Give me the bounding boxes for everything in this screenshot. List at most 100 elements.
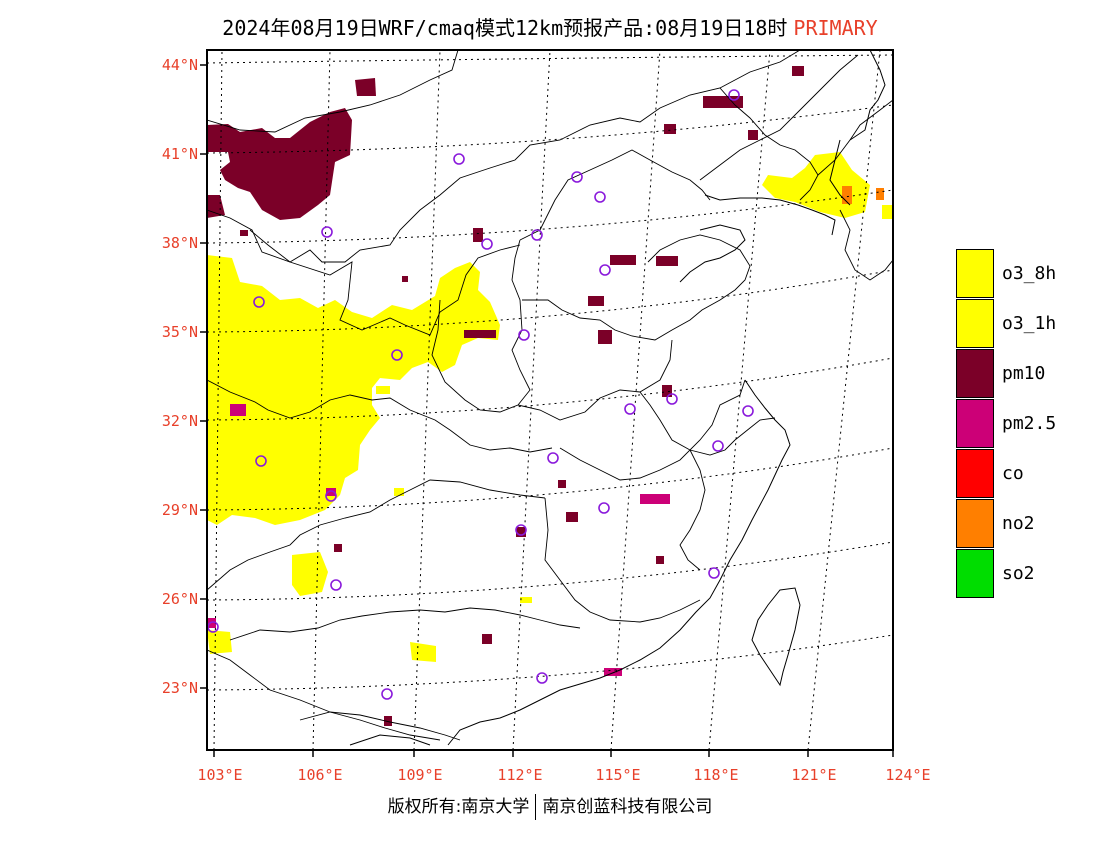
map-title: 2024年08月19日WRF/cmaq模式12km预报产品:08月19日18时 P… <box>0 12 1100 41</box>
legend-item-pm25: pm2.5 <box>956 399 1096 449</box>
parallel-44n <box>207 54 893 64</box>
coastline-liaodong <box>829 139 851 206</box>
pm25-area-guangdong <box>604 668 622 676</box>
lat-label-29n: 29°N <box>161 501 198 519</box>
station-harbin <box>728 89 740 101</box>
station-yinchuan <box>321 226 333 238</box>
station-hefei <box>624 403 636 415</box>
pm10-speck-13 <box>402 276 408 282</box>
legend-label-pm10: pm10 <box>1002 363 1046 384</box>
o3-area-bohai <box>762 152 870 218</box>
border-korea-2 <box>839 209 893 281</box>
border-henan <box>517 339 673 421</box>
legend-label-no2: no2 <box>1002 513 1035 534</box>
station-hohhot <box>453 153 465 165</box>
legend-swatch-pm25 <box>956 399 994 448</box>
station-zhengzhou <box>518 329 530 341</box>
station-changsha <box>515 524 527 536</box>
station-chengdu <box>255 455 267 467</box>
station-guangzhou <box>536 672 548 684</box>
station-lanzhou <box>253 296 265 308</box>
pm10-exceedance-areas <box>207 66 804 726</box>
legend-label-so2: so2 <box>1002 563 1035 584</box>
border-mongolia <box>207 50 459 133</box>
border-northeast <box>719 87 819 201</box>
o3-area-guangxi <box>410 642 436 662</box>
legend-item-so2: so2 <box>956 549 1096 599</box>
lat-label-32n: 32°N <box>161 412 198 430</box>
border-sichuan-chongqing <box>207 379 553 453</box>
border-liaoning <box>699 54 859 181</box>
lon-label-109e: 109°E <box>397 766 443 784</box>
o3-area-korea-coast <box>882 205 892 219</box>
legend-label-pm25: pm2.5 <box>1002 413 1057 434</box>
station-wuhan <box>547 452 559 464</box>
o3-area-sichuan-south <box>292 552 328 596</box>
o3-speck-1 <box>394 488 404 496</box>
station-shijiazhuang <box>531 229 543 241</box>
title-text: 2024年08月19日WRF/cmaq模式12km预报产品:08月19日18时 <box>222 16 788 40</box>
station-hangzhou <box>712 440 724 452</box>
no2-exceedance-areas <box>842 186 884 204</box>
o3-area-west-central <box>207 255 500 525</box>
copyright-footer: 版权所有:南京大学 南京创蓝科技有限公司 <box>0 792 1100 820</box>
legend-item-o3-8h: o3_8h <box>956 249 1096 299</box>
legend-swatch-co <box>956 449 994 498</box>
pm10-speck-12 <box>656 556 664 564</box>
legend-label-co: co <box>1002 463 1024 484</box>
coastline <box>349 50 886 746</box>
coastline-shandong <box>679 224 746 283</box>
pm10-speck-4 <box>240 230 248 236</box>
lat-label-41n: 41°N <box>161 145 198 163</box>
pm10-area-northeast <box>703 96 743 108</box>
border-shanxi-hebei <box>519 149 711 241</box>
city-stations <box>207 89 754 700</box>
parallel-32n <box>207 357 893 421</box>
pm10-speck-7 <box>566 512 578 522</box>
border-zhejiang <box>679 449 706 571</box>
lon-label-124e: 124°E <box>885 766 931 784</box>
pm10-area-shaanxi <box>464 330 496 338</box>
pm10-area-hebei <box>610 255 636 265</box>
coastline-bohai <box>704 194 836 236</box>
meridian-118e <box>708 50 771 750</box>
legend-item-co: co <box>956 449 1096 499</box>
coastline-korea <box>849 50 886 141</box>
graticule <box>207 50 893 750</box>
copyright-separator <box>535 794 537 820</box>
coastline-east <box>447 379 791 746</box>
map-frame <box>206 49 894 751</box>
lon-label-121e: 121°E <box>791 766 837 784</box>
border-china-vietnam <box>299 711 461 741</box>
legend-swatch-no2 <box>956 499 994 548</box>
legend-item-pm10: pm10 <box>956 349 1096 399</box>
parallel-23n <box>207 634 893 691</box>
station-xian <box>391 349 403 361</box>
meridian-109e <box>413 50 441 750</box>
legend-item-o3-1h: o3_1h <box>956 299 1096 349</box>
border-gansu-ningxia <box>249 229 521 336</box>
lon-label-112e: 112°E <box>497 766 543 784</box>
station-nanchang <box>598 502 610 514</box>
no2-area-korea <box>876 188 884 200</box>
copyright-owner: 版权所有:南京大学 <box>387 797 530 817</box>
pm10-area-shanxi <box>588 296 604 306</box>
frame-ticks <box>200 64 894 757</box>
station-guiyang <box>330 579 342 591</box>
border-hebei-south <box>522 234 751 341</box>
pm10-speck-14 <box>558 480 566 488</box>
pm10-speck-8 <box>516 527 526 537</box>
station-jinan <box>599 264 611 276</box>
pm10-speck-1 <box>792 66 804 76</box>
border-shaanxi <box>431 239 531 413</box>
lon-label-103e: 103°E <box>197 766 243 784</box>
legend-label-o3-1h: o3_1h <box>1002 313 1057 334</box>
lon-label-106e: 106°E <box>297 766 343 784</box>
no2-area-tianjin <box>842 186 852 204</box>
o3-area-yunnan <box>207 630 232 654</box>
lon-label-118e: 118°E <box>693 766 739 784</box>
border-hunan-jiangxi <box>544 497 701 623</box>
border-guangxi <box>229 607 581 641</box>
border-korea <box>817 99 893 176</box>
parallel-38n <box>207 189 893 244</box>
